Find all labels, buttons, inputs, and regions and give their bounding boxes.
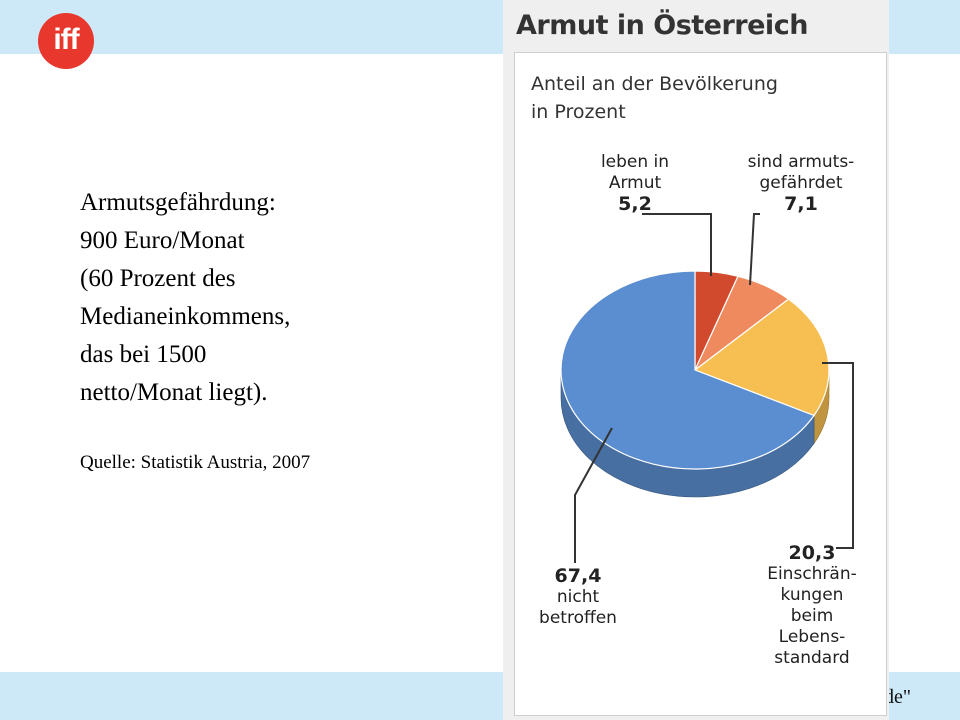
chart-title: Armut in Österreich bbox=[516, 10, 808, 41]
leader-line-armut bbox=[642, 213, 712, 276]
chart-subtitle-line: Anteil an der Bevölkerung bbox=[531, 73, 778, 95]
slice-value: 20,3 bbox=[788, 542, 836, 564]
slice-label-line: betroffen bbox=[539, 608, 617, 628]
text-line: netto/Monat liegt). bbox=[80, 379, 268, 406]
slice-label-line: leben in bbox=[600, 152, 670, 172]
footer-edge-text: de" bbox=[884, 686, 912, 708]
pie-slice-nicht-betroffen bbox=[560, 270, 815, 470]
slice-label-line: Einschrän- bbox=[767, 564, 857, 584]
pie-slice-einschraenkungen bbox=[693, 298, 830, 417]
chart-subtitle: Anteil an der Bevölkerung in Prozent bbox=[531, 70, 778, 126]
slice-value: 7,1 bbox=[784, 193, 818, 215]
iff-logo: iff bbox=[38, 13, 94, 69]
text-line: Medianeinkommens, bbox=[80, 303, 291, 330]
text-line: Armutsgefährdung: bbox=[80, 189, 276, 216]
slice-label-line: beim bbox=[790, 606, 834, 626]
slice-label-line: Lebens- bbox=[778, 627, 846, 647]
slice-label-gefaehrdet: sind armuts- gefährdet 7,1 bbox=[730, 152, 872, 215]
text-line: 900 Euro/Monat bbox=[80, 227, 245, 254]
slice-label-armut: leben in Armut 5,2 bbox=[576, 152, 694, 215]
leader-line-nicht-betroffen bbox=[574, 427, 613, 563]
leader-line-einschraenkungen bbox=[822, 362, 854, 549]
slice-value: 5,2 bbox=[618, 193, 652, 215]
slice-label-line: standard bbox=[774, 648, 850, 668]
text-line: das bei 1500 bbox=[80, 341, 207, 368]
slice-label-einschraenkungen: 20,3 Einschrän- kungen beim Lebens- stan… bbox=[752, 543, 872, 669]
slice-label-line: gefährdet bbox=[759, 173, 843, 193]
slice-value: 67,4 bbox=[554, 565, 602, 587]
text-block: Armutsgefährdung: 900 Euro/Monat (60 Pro… bbox=[80, 184, 290, 412]
text-line: (60 Prozent des bbox=[80, 265, 236, 292]
slice-label-line: sind armuts- bbox=[747, 152, 855, 172]
source-note: Quelle: Statistik Austria, 2007 bbox=[80, 452, 311, 473]
slice-label-line: Armut bbox=[608, 173, 662, 193]
slice-label-nicht-betroffen: 67,4 nicht betroffen bbox=[515, 566, 641, 629]
leader-line-gefaehrdet bbox=[749, 213, 760, 286]
slice-label-line: kungen bbox=[780, 585, 844, 605]
chart-subtitle-line: in Prozent bbox=[531, 101, 626, 123]
slice-label-line: nicht bbox=[556, 587, 600, 607]
